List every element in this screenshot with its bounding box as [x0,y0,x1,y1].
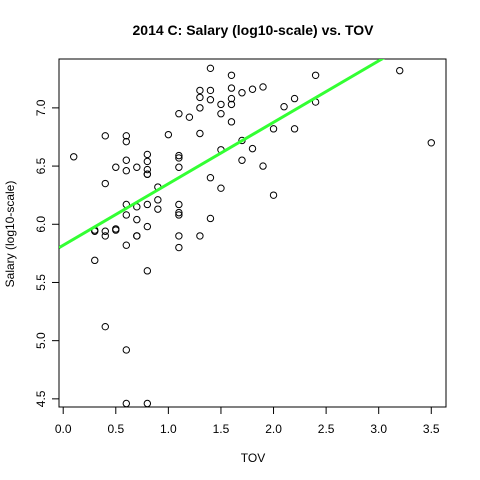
data-point [227,71,236,79]
chart-title: 2014 C: Salary (log10-scale) vs. TOV [133,22,375,38]
data-point [122,241,131,249]
x-tick-label: 0.5 [107,422,124,436]
data-point [91,256,99,265]
data-point [290,94,299,103]
data-point [196,93,204,102]
data-point [101,227,109,235]
data-point [206,214,215,223]
data-point [269,191,278,199]
x-tick-label: 3.0 [370,422,387,436]
x-tick-label: 1.5 [213,422,230,436]
x-tick-label: 2.5 [318,422,335,436]
data-point [396,66,404,75]
x-axis: 0.0 0.5 1.0 1.5 2.0 2.5 3.0 3.5 [55,406,440,436]
data-point [133,232,141,240]
data-point [175,163,183,171]
data-point [259,162,267,170]
data-point [175,232,183,240]
data-point [206,86,215,95]
data-point [269,125,278,133]
data-point [227,100,236,109]
data-point [143,157,152,166]
data-point [122,137,131,146]
y-tick-label: 7.0 [34,99,48,116]
data-point [175,110,183,118]
data-point [143,150,152,159]
data-point [427,139,435,147]
y-tick-label: 5.5 [34,274,48,291]
data-point [143,170,152,178]
data-point [154,196,162,204]
data-point [196,129,204,138]
data-point [206,64,215,73]
data-point [112,226,120,234]
data-point [133,215,141,224]
x-tick-label: 3.5 [423,422,440,436]
y-tick-label: 6.5 [34,157,48,174]
data-point [227,118,236,126]
regression-line [59,59,385,249]
data-point [217,184,225,192]
data-point [101,179,109,188]
data-point [217,100,225,109]
data-point [143,267,152,275]
x-axis-label: TOV [241,451,265,465]
x-tick-label: 2.0 [265,422,282,436]
data-point [143,222,152,231]
y-tick-label: 5.0 [34,332,48,349]
y-axis-label: Salary (log10-scale) [3,181,17,288]
data-point [175,200,183,209]
data-point [196,232,204,240]
data-point [227,84,236,92]
data-point [70,153,78,161]
data-point [280,103,288,111]
data-point [133,163,141,171]
data-point [175,211,183,219]
data-point [206,174,215,182]
data-point [164,130,173,139]
data-point [154,205,162,213]
data-point [143,165,152,174]
data-point [248,144,257,153]
data-point [227,94,236,103]
fit-line-group [59,59,385,249]
data-point [259,83,267,91]
data-point [112,163,120,171]
data-point [238,89,246,97]
y-tick-label: 6.0 [34,216,48,233]
y-tick-label: 4.5 [34,390,48,407]
data-point [175,243,183,252]
y-axis: 4.5 5.0 5.5 6.0 6.5 7.0 [34,99,60,407]
x-tick-label: 1.0 [160,422,177,436]
data-point [217,110,225,118]
data-point [122,167,131,175]
data-points [70,64,435,408]
data-point [122,156,131,164]
data-point [175,151,183,160]
data-point [122,211,131,219]
x-tick-label: 0.0 [55,422,72,436]
data-point [143,200,152,209]
data-point [185,113,194,121]
data-point [122,399,131,408]
data-point [238,156,246,164]
data-point [248,85,257,93]
data-point [206,96,215,104]
data-point [290,125,299,133]
data-point [101,132,109,140]
data-point [196,104,204,112]
data-point [143,399,152,408]
data-point [175,154,183,162]
data-point [122,346,131,354]
data-point [101,232,109,240]
data-point [101,322,109,331]
data-point [122,132,131,140]
data-point [175,208,183,217]
data-point [196,86,204,95]
data-point [311,71,320,79]
